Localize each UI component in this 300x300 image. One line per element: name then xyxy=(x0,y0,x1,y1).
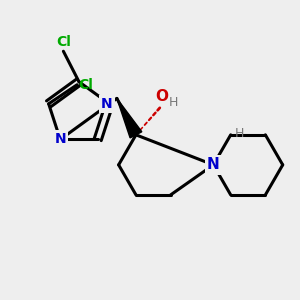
Text: N: N xyxy=(101,97,112,111)
Text: Cl: Cl xyxy=(56,35,71,49)
Text: N: N xyxy=(207,158,220,172)
Polygon shape xyxy=(117,98,142,138)
Text: H: H xyxy=(169,96,178,109)
Text: H: H xyxy=(235,127,244,140)
Text: N: N xyxy=(54,133,66,146)
Text: O: O xyxy=(155,89,169,104)
Text: Cl: Cl xyxy=(78,78,93,92)
